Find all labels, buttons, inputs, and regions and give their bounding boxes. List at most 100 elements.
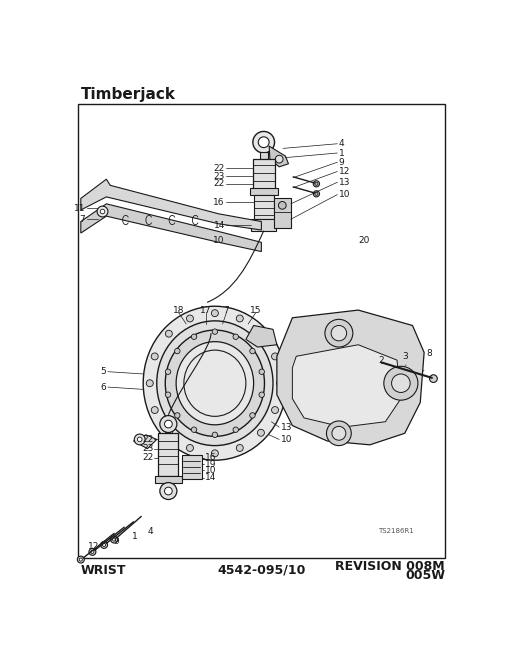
Circle shape: [79, 558, 82, 561]
Text: 20: 20: [357, 237, 369, 245]
Text: Timberjack: Timberjack: [80, 87, 176, 102]
Circle shape: [164, 420, 172, 428]
Circle shape: [211, 450, 218, 457]
Circle shape: [151, 407, 158, 413]
Text: 4: 4: [338, 139, 344, 148]
Circle shape: [186, 445, 193, 451]
Circle shape: [146, 380, 153, 387]
Circle shape: [233, 427, 238, 432]
Text: 22: 22: [213, 179, 224, 188]
Text: 1: 1: [132, 532, 137, 541]
Circle shape: [326, 421, 351, 445]
Text: 12: 12: [88, 542, 99, 551]
Text: 4542-095/10: 4542-095/10: [217, 564, 305, 577]
Circle shape: [259, 369, 264, 374]
Circle shape: [313, 181, 319, 187]
Circle shape: [165, 392, 171, 397]
Polygon shape: [253, 194, 273, 219]
Text: 15: 15: [250, 306, 261, 314]
Circle shape: [314, 192, 317, 195]
Circle shape: [275, 156, 282, 163]
Text: 23: 23: [142, 444, 153, 453]
Circle shape: [383, 366, 417, 400]
Circle shape: [159, 416, 177, 432]
Circle shape: [165, 330, 172, 337]
Circle shape: [258, 137, 269, 148]
Circle shape: [100, 209, 105, 214]
Text: 1: 1: [338, 148, 344, 158]
Text: 18: 18: [173, 306, 184, 314]
Text: 12: 12: [338, 167, 350, 176]
Text: 8: 8: [426, 349, 432, 358]
Polygon shape: [252, 159, 274, 190]
Text: 13: 13: [280, 422, 292, 432]
Text: 14: 14: [205, 473, 216, 482]
Polygon shape: [133, 435, 156, 449]
Text: 16: 16: [213, 198, 224, 207]
Text: 10: 10: [205, 466, 216, 474]
Polygon shape: [251, 219, 275, 231]
Text: 5: 5: [100, 367, 106, 376]
Circle shape: [211, 310, 218, 316]
Circle shape: [391, 374, 409, 393]
Circle shape: [159, 482, 177, 500]
Circle shape: [91, 550, 94, 554]
Ellipse shape: [176, 341, 253, 425]
Circle shape: [271, 353, 278, 360]
Circle shape: [212, 329, 217, 334]
Text: REVISION 008M: REVISION 008M: [335, 560, 444, 573]
Circle shape: [249, 349, 254, 354]
Text: 11: 11: [74, 204, 86, 213]
Circle shape: [249, 413, 254, 418]
Polygon shape: [269, 146, 288, 167]
Text: 17: 17: [200, 306, 211, 314]
Circle shape: [174, 413, 180, 418]
Polygon shape: [249, 188, 277, 194]
Circle shape: [330, 326, 346, 341]
Text: 2: 2: [378, 356, 384, 364]
Polygon shape: [245, 326, 276, 347]
Circle shape: [259, 392, 264, 397]
Ellipse shape: [165, 330, 264, 436]
Circle shape: [165, 369, 171, 374]
Circle shape: [186, 315, 193, 322]
Text: 22: 22: [142, 435, 153, 444]
Circle shape: [276, 380, 283, 387]
Circle shape: [236, 315, 243, 322]
Circle shape: [97, 206, 108, 217]
Circle shape: [324, 320, 352, 347]
Text: 19: 19: [205, 459, 216, 469]
Circle shape: [112, 538, 116, 541]
Circle shape: [89, 548, 96, 556]
Text: 22: 22: [213, 164, 224, 173]
Circle shape: [429, 375, 436, 382]
Circle shape: [134, 434, 145, 445]
Polygon shape: [155, 476, 181, 483]
Text: 4: 4: [148, 527, 153, 536]
Circle shape: [165, 429, 172, 436]
Polygon shape: [292, 345, 400, 427]
Circle shape: [77, 556, 84, 563]
Circle shape: [313, 190, 319, 197]
Circle shape: [102, 544, 105, 546]
Text: 3: 3: [401, 352, 407, 360]
Text: 14: 14: [213, 221, 224, 230]
Text: TS2186R1: TS2186R1: [377, 528, 413, 534]
Circle shape: [137, 437, 142, 442]
Text: 6: 6: [100, 383, 106, 391]
Circle shape: [278, 202, 286, 209]
Circle shape: [164, 487, 172, 495]
Text: 13: 13: [338, 178, 350, 186]
Circle shape: [257, 429, 264, 436]
Circle shape: [314, 183, 317, 185]
Ellipse shape: [156, 321, 272, 445]
Polygon shape: [259, 152, 267, 159]
Circle shape: [257, 330, 264, 337]
Text: 005W: 005W: [404, 569, 444, 583]
Circle shape: [233, 334, 238, 339]
Text: 16: 16: [205, 453, 216, 463]
Polygon shape: [80, 204, 261, 252]
Circle shape: [191, 334, 196, 339]
Circle shape: [236, 445, 243, 451]
Ellipse shape: [143, 306, 286, 460]
